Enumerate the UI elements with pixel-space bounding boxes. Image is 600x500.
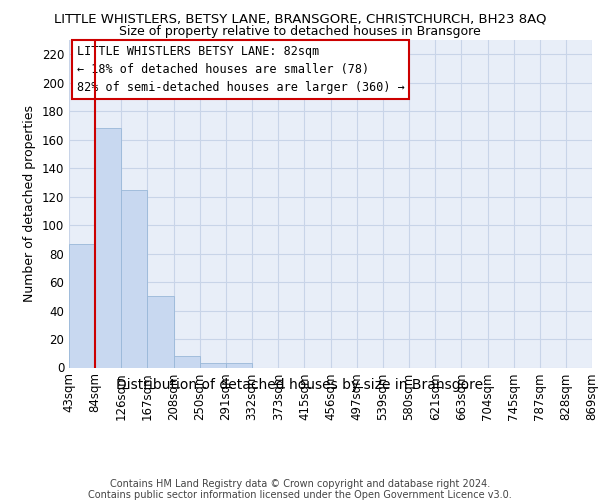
Bar — [69, 244, 95, 368]
Text: LITTLE WHISTLERS, BETSY LANE, BRANSGORE, CHRISTCHURCH, BH23 8AQ: LITTLE WHISTLERS, BETSY LANE, BRANSGORE,… — [54, 12, 546, 26]
Bar — [200, 363, 226, 368]
Bar — [173, 356, 200, 368]
Bar — [148, 296, 173, 368]
Y-axis label: Number of detached properties: Number of detached properties — [23, 106, 36, 302]
Text: LITTLE WHISTLERS BETSY LANE: 82sqm
← 18% of detached houses are smaller (78)
82%: LITTLE WHISTLERS BETSY LANE: 82sqm ← 18%… — [77, 45, 404, 94]
Text: Contains public sector information licensed under the Open Government Licence v3: Contains public sector information licen… — [88, 490, 512, 500]
Text: Size of property relative to detached houses in Bransgore: Size of property relative to detached ho… — [119, 25, 481, 38]
Bar — [121, 190, 148, 368]
Bar — [226, 363, 252, 368]
Text: Contains HM Land Registry data © Crown copyright and database right 2024.: Contains HM Land Registry data © Crown c… — [110, 479, 490, 489]
Bar — [95, 128, 121, 368]
Text: Distribution of detached houses by size in Bransgore: Distribution of detached houses by size … — [116, 378, 484, 392]
